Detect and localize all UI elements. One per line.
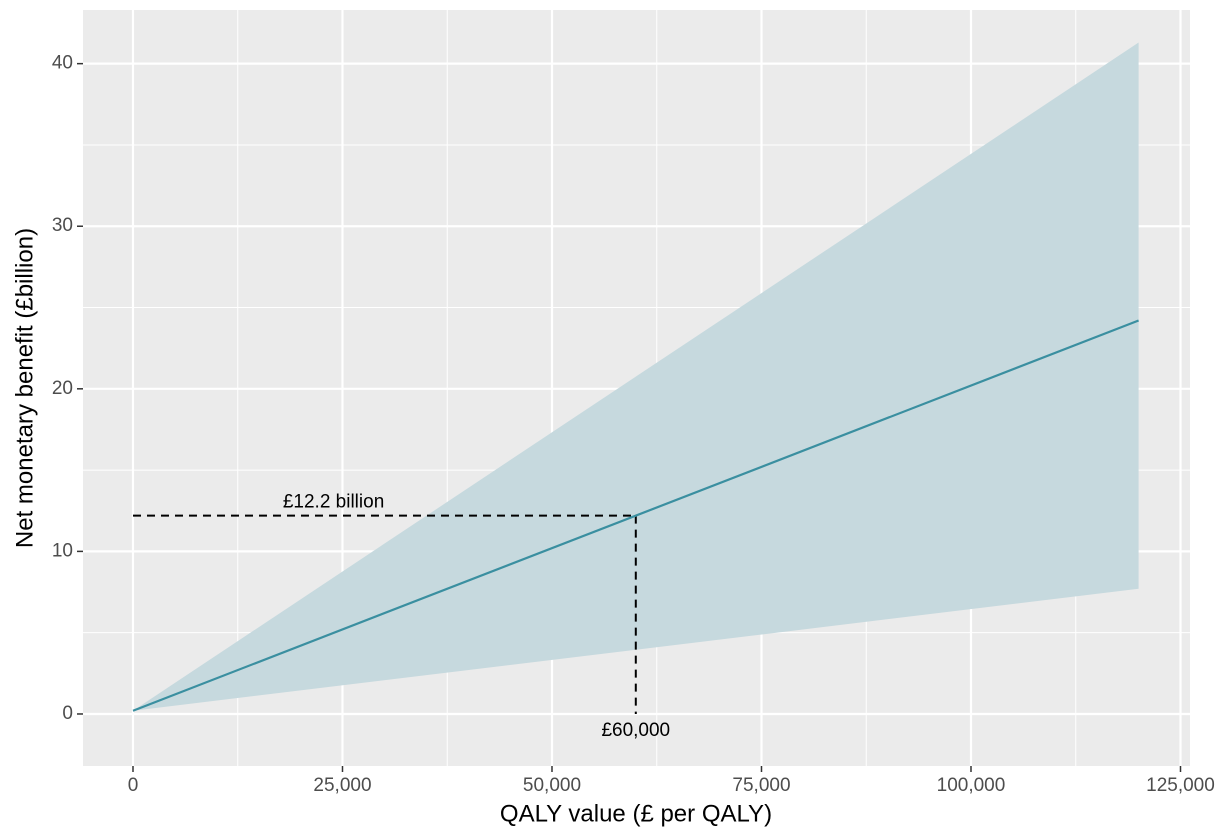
reference-y-label: £12.2 billion — [283, 492, 384, 513]
x-tick-label: 100,000 — [937, 775, 1006, 796]
x-tick-label: 125,000 — [1146, 775, 1215, 796]
x-tick-label: 0 — [128, 775, 139, 796]
y-axis-title: Net monetary benefit (£billion) — [11, 228, 38, 548]
y-tick-label: 40 — [52, 53, 73, 74]
y-tick-label: 30 — [52, 215, 73, 236]
x-tick-label: 25,000 — [313, 775, 371, 796]
y-tick-label: 10 — [52, 540, 73, 561]
ribbon — [132, 42, 1139, 711]
y-tick-label: 0 — [62, 703, 73, 724]
x-tick-label: 50,000 — [523, 775, 581, 796]
line — [132, 319, 1139, 712]
reference-x-label: £60,000 — [601, 720, 670, 741]
y-tick-label: 20 — [52, 378, 73, 399]
x-axis-title: QALY value (£ per QALY) — [500, 800, 772, 827]
x-tick-label: 75,000 — [732, 775, 790, 796]
